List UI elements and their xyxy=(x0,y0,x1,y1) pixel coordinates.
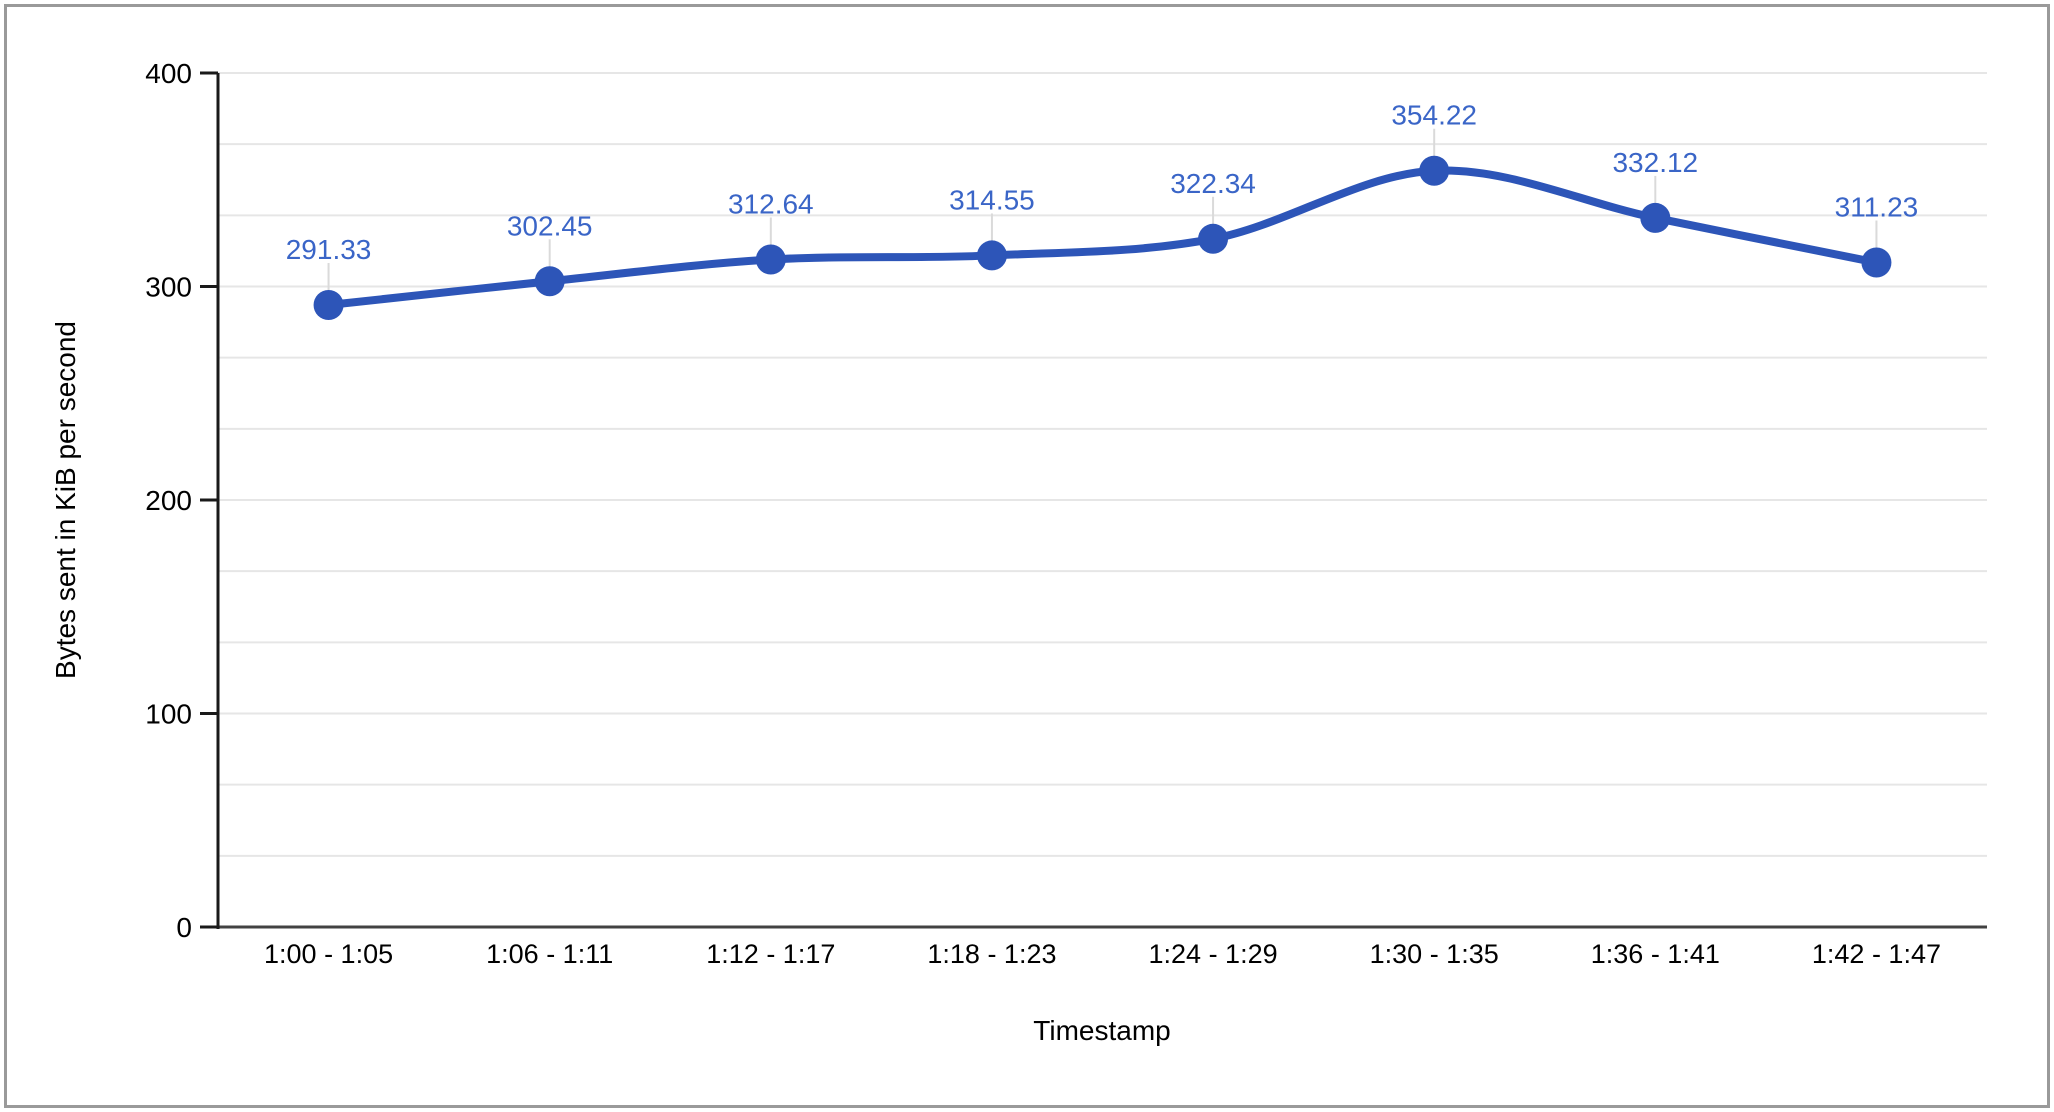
data-point-label: 302.45 xyxy=(507,210,593,241)
data-point-label: 332.12 xyxy=(1612,147,1698,178)
x-tick-label: 1:42 - 1:47 xyxy=(1812,939,1941,969)
x-axis-title: Timestamp xyxy=(1033,1015,1170,1046)
data-point-label: 322.34 xyxy=(1170,168,1256,199)
data-point-marker xyxy=(1640,202,1671,233)
y-tick-label: 100 xyxy=(145,699,192,730)
x-tick-label: 1:36 - 1:41 xyxy=(1591,939,1720,969)
y-tick-label: 200 xyxy=(145,485,192,516)
x-tick-label: 1:00 - 1:05 xyxy=(264,939,393,969)
gridlines xyxy=(218,72,1987,857)
data-point-label: 311.23 xyxy=(1835,192,1919,223)
axes xyxy=(200,71,1987,929)
series-line xyxy=(324,166,1881,310)
data-point-label: 291.33 xyxy=(286,234,372,265)
y-axis-title: Bytes sent in KiB per second xyxy=(50,321,81,679)
y-axis-tick-labels: 0 100 200 300 400 xyxy=(145,58,192,943)
data-point-marker xyxy=(313,290,344,321)
x-tick-label: 1:12 - 1:17 xyxy=(706,939,835,969)
y-tick-label: 0 xyxy=(176,912,192,943)
data-point-marker xyxy=(534,266,565,297)
data-point-marker xyxy=(1198,223,1229,254)
data-point-label: 314.55 xyxy=(949,184,1035,215)
x-tick-label: 1:06 - 1:11 xyxy=(486,939,613,969)
x-axis-tick-labels: 1:00 - 1:05 1:06 - 1:11 1:12 - 1:17 1:18 - … xyxy=(264,939,1941,969)
data-point-marker xyxy=(1861,247,1892,278)
data-point-marker xyxy=(976,240,1007,271)
y-tick-label: 400 xyxy=(145,58,192,89)
data-point-label: 354.22 xyxy=(1391,100,1477,131)
data-point-marker xyxy=(1419,155,1450,186)
y-tick-label: 300 xyxy=(145,272,192,303)
x-tick-label: 1:18 - 1:23 xyxy=(927,939,1056,969)
x-tick-label: 1:24 - 1:29 xyxy=(1149,939,1278,969)
data-point-labels: 291.33 302.45 312.64 314.55 322.34 354.22 332.… xyxy=(286,100,1918,265)
data-label-leader-lines xyxy=(327,128,1878,292)
data-point-markers xyxy=(313,155,1892,321)
data-point-marker xyxy=(755,244,786,275)
data-point-label: 312.64 xyxy=(728,189,814,220)
series-line-group xyxy=(324,166,1881,310)
x-tick-label: 1:30 - 1:35 xyxy=(1370,939,1499,969)
